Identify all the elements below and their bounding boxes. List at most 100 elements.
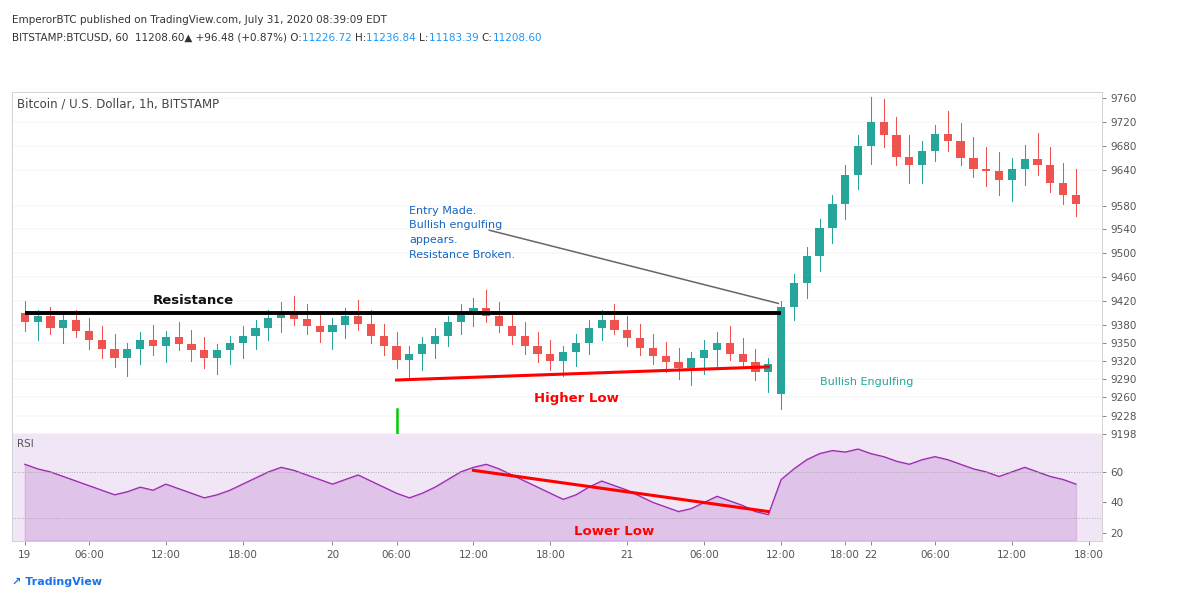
Bar [354, 316, 362, 324]
Bar [880, 122, 888, 135]
Bar [469, 308, 478, 314]
Bar [649, 347, 658, 356]
Bar [918, 151, 926, 165]
Bar [713, 343, 721, 350]
Text: H:: H: [355, 33, 366, 43]
Text: C:: C: [481, 33, 493, 43]
Bar [97, 340, 106, 349]
Bar [738, 353, 746, 362]
Bar [149, 340, 157, 346]
Bar [956, 141, 965, 158]
Bar [200, 350, 209, 358]
Bar [943, 134, 952, 141]
Text: Lower Low: Lower Low [575, 525, 655, 538]
Bar [970, 158, 978, 169]
Bar [187, 344, 196, 350]
Bar [444, 322, 452, 336]
Bar [72, 320, 80, 331]
Bar [1046, 165, 1055, 183]
Bar [418, 344, 426, 353]
Bar [124, 349, 132, 358]
Bar [136, 340, 144, 349]
Bar [110, 349, 119, 358]
Bar [20, 313, 29, 322]
Bar [584, 328, 593, 343]
Text: Higher Low: Higher Low [534, 392, 618, 405]
Text: 11226.72: 11226.72 [302, 33, 355, 43]
Bar [316, 326, 324, 332]
Bar [341, 316, 349, 325]
Text: Bitcoin / U.S. Dollar, 1h, BITSTAMP: Bitcoin / U.S. Dollar, 1h, BITSTAMP [18, 97, 220, 110]
Text: 11208.60: 11208.60 [493, 33, 542, 43]
Bar [162, 337, 170, 346]
Bar [482, 308, 491, 316]
Bar [778, 307, 785, 394]
Bar [1020, 159, 1028, 169]
Bar [59, 320, 67, 328]
Bar [841, 175, 850, 204]
Bar [239, 336, 247, 343]
Bar [546, 353, 554, 361]
Bar [636, 338, 644, 347]
Bar [496, 316, 503, 326]
Bar [226, 343, 234, 350]
Bar [803, 257, 811, 283]
Bar [982, 169, 990, 171]
Bar [661, 356, 670, 362]
Text: EmperorBTC published on TradingView.com, July 31, 2020 08:39:09 EDT: EmperorBTC published on TradingView.com,… [12, 15, 386, 25]
Bar [1060, 183, 1067, 195]
Bar [854, 146, 862, 175]
Bar [559, 352, 568, 361]
Text: Resistance: Resistance [154, 294, 234, 307]
Bar [508, 326, 516, 336]
Bar [905, 157, 913, 165]
Bar [764, 364, 773, 372]
Bar [623, 330, 631, 338]
Bar [611, 320, 618, 330]
Bar [367, 324, 376, 336]
Bar [700, 350, 708, 358]
Bar [85, 331, 94, 340]
Bar [866, 122, 875, 146]
Bar [290, 312, 298, 319]
Bar [790, 283, 798, 307]
Bar [302, 319, 311, 326]
Bar [392, 346, 401, 360]
Text: 11183.39: 11183.39 [428, 33, 481, 43]
Bar [252, 328, 259, 336]
Bar [726, 343, 734, 353]
Bar [456, 314, 464, 322]
Bar [816, 228, 823, 257]
Bar [572, 343, 580, 352]
Bar [688, 358, 696, 368]
Text: 11236.84: 11236.84 [366, 33, 419, 43]
Bar [995, 171, 1003, 181]
Bar [1008, 169, 1016, 181]
Bar [1072, 195, 1080, 204]
Bar [264, 318, 272, 328]
Bar [431, 336, 439, 344]
Text: RSI: RSI [18, 439, 34, 449]
Bar [47, 316, 54, 328]
Bar [534, 346, 541, 353]
Bar [1033, 159, 1042, 165]
Bar [406, 353, 414, 360]
Bar [598, 320, 606, 328]
Text: Bullish Engulfing: Bullish Engulfing [820, 377, 913, 387]
Bar [828, 204, 836, 228]
Text: ↗ TradingView: ↗ TradingView [12, 577, 102, 587]
Bar [931, 134, 940, 151]
Text: L:: L: [419, 33, 428, 43]
Text: Entry Made.
Bullish engulfing
appears.
Resistance Broken.: Entry Made. Bullish engulfing appears. R… [409, 206, 516, 260]
Text: BITSTAMP:BTCUSD, 60  11208.60▲ +96.48 (+0.87%) O:: BITSTAMP:BTCUSD, 60 11208.60▲ +96.48 (+0… [12, 33, 302, 43]
Bar [329, 325, 336, 332]
Bar [174, 337, 182, 344]
Bar [893, 135, 901, 157]
Bar [674, 362, 683, 368]
Bar [379, 336, 388, 346]
Bar [34, 316, 42, 322]
Bar [521, 336, 529, 346]
Bar [212, 350, 221, 358]
Bar [277, 312, 286, 318]
Bar [751, 362, 760, 372]
